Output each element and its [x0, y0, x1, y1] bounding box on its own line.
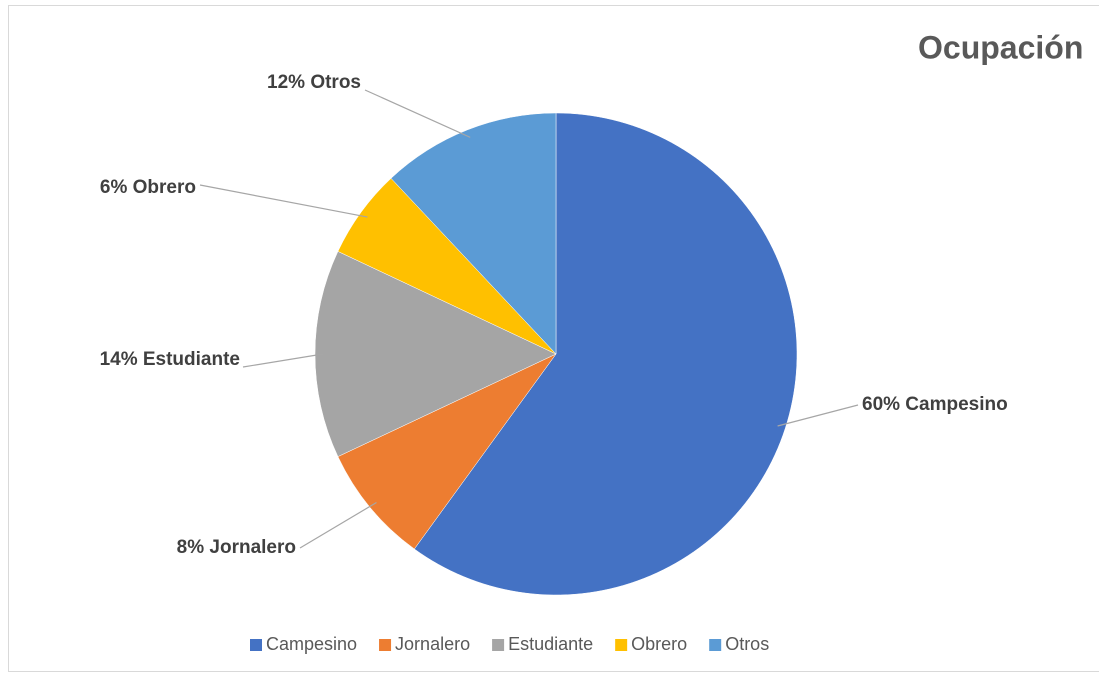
- data-label: 60% Campesino: [862, 394, 1008, 415]
- leader-line: [199, 184, 368, 218]
- legend-label: Otros: [725, 634, 769, 654]
- chart-title: Ocupación: [918, 29, 1083, 65]
- pie-slice: [314, 251, 557, 457]
- leader-line: [242, 353, 324, 368]
- leader-line: [777, 404, 859, 427]
- legend-swatch: [709, 639, 722, 651]
- leader-line: [364, 89, 471, 138]
- legend-label: Estudiante: [508, 634, 593, 654]
- data-label: 12% Otros: [267, 72, 361, 93]
- legend-label: Jornalero: [395, 634, 470, 654]
- legend-label: Campesino: [266, 634, 357, 654]
- legend-swatch: [492, 639, 505, 651]
- leader-line: [299, 502, 377, 549]
- data-label: 14% Estudiante: [100, 349, 240, 370]
- legend-swatch: [379, 639, 392, 651]
- legend-swatch: [250, 639, 262, 651]
- legend-label: Obrero: [631, 634, 687, 654]
- pie-slice: [337, 353, 557, 550]
- data-label: 8% Jornalero: [177, 537, 296, 558]
- data-label: 6% Obrero: [100, 177, 196, 198]
- pie-slice: [390, 112, 557, 355]
- pie-slice: [413, 112, 798, 596]
- legend-swatch: [615, 639, 628, 651]
